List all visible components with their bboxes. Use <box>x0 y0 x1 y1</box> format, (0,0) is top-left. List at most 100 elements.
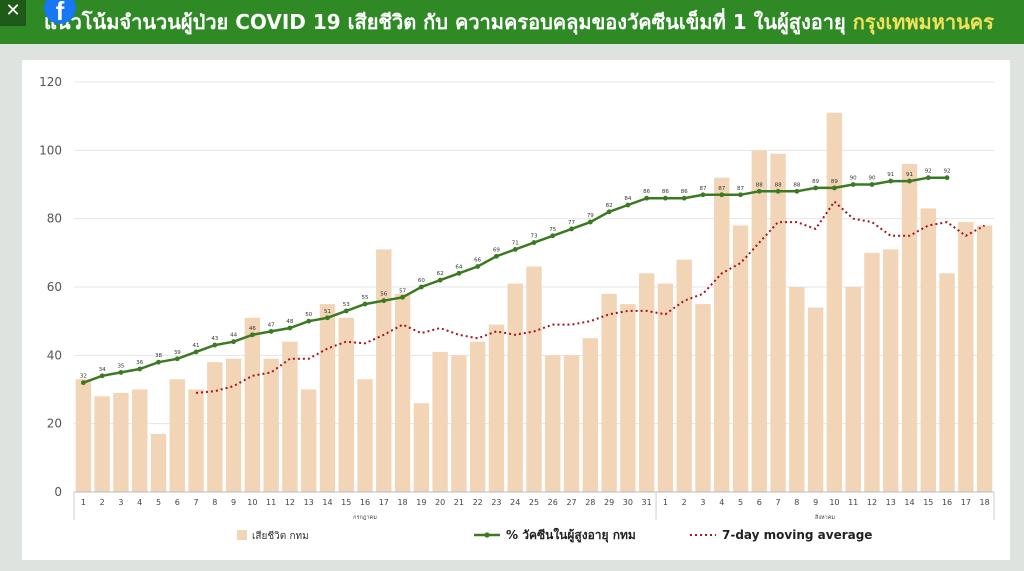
bar <box>319 304 336 492</box>
legend-swatch-deaths <box>237 530 247 540</box>
x-tick-label: 26 <box>548 498 558 507</box>
bar <box>113 392 129 492</box>
bar <box>413 403 430 492</box>
x-tick-label: 12 <box>285 498 295 507</box>
vaccine-point-label: 32 <box>80 374 87 380</box>
moving-average-series <box>195 200 986 394</box>
bar <box>939 273 955 492</box>
bar <box>545 355 561 492</box>
vaccine-point <box>700 192 706 198</box>
bar <box>920 208 936 492</box>
x-tick-label: 11 <box>848 498 858 507</box>
vaccine-point-label: 89 <box>812 179 819 185</box>
x-tick-label: 31 <box>642 498 652 507</box>
x-tick-label: 6 <box>175 498 180 507</box>
bar-series <box>75 112 993 493</box>
vaccine-point-label: 62 <box>437 271 444 277</box>
vaccine-point <box>569 226 574 232</box>
bar <box>169 379 185 492</box>
x-tick-label: 29 <box>604 498 614 507</box>
y-tick-label: 120 <box>39 75 62 89</box>
vaccine-point-label: 88 <box>756 182 763 188</box>
x-tick-label: 27 <box>566 498 576 507</box>
vaccine-point <box>606 209 612 215</box>
vaccine-point <box>850 182 856 187</box>
bar <box>845 287 861 492</box>
bar <box>469 341 486 492</box>
vaccine-point-label: 51 <box>324 309 331 315</box>
x-tick-label: 30 <box>623 498 633 507</box>
vaccine-point-label: 79 <box>587 213 594 219</box>
vaccine-point-label: 35 <box>117 363 124 369</box>
bar <box>94 396 110 492</box>
vaccine-point <box>681 195 687 201</box>
vaccine-point-label: 87 <box>718 186 725 192</box>
bar <box>883 249 899 492</box>
vaccine-point-label: 38 <box>155 353 162 359</box>
vaccine-point-label: 91 <box>906 172 913 178</box>
x-tick-label: 5 <box>738 498 743 507</box>
vaccine-point <box>137 366 143 372</box>
vaccine-point-label: 56 <box>380 292 387 298</box>
vaccine-point-label: 48 <box>286 319 293 325</box>
vaccine-point <box>719 192 725 198</box>
vaccine-point <box>325 315 330 321</box>
x-tick-label: 28 <box>585 498 595 507</box>
bar <box>657 283 674 492</box>
y-tick-label: 0 <box>54 485 62 499</box>
vaccine-point-label: 84 <box>624 196 631 202</box>
bar <box>826 112 843 492</box>
vaccine-point-label: 69 <box>493 247 500 253</box>
close-button[interactable]: ✕ <box>0 0 26 26</box>
x-tick-label: 4 <box>719 498 724 507</box>
vaccine-point <box>794 188 800 194</box>
x-tick-label: 8 <box>794 498 799 507</box>
bar <box>488 324 505 492</box>
vaccine-point <box>550 233 556 239</box>
bar <box>714 177 730 492</box>
vaccine-point <box>381 298 387 304</box>
vaccine-point-label: 46 <box>249 326 256 332</box>
vaccine-point-label: 92 <box>925 169 932 175</box>
vaccine-point-label: 50 <box>305 312 312 318</box>
legend-label-vaccine: % วัคซีนในผู้สูงอายุ กทม <box>506 527 636 543</box>
bar <box>432 351 448 492</box>
vaccine-point <box>306 318 312 324</box>
bar <box>789 287 805 492</box>
vaccine-point-label: 34 <box>99 367 106 373</box>
bar <box>225 358 242 492</box>
bar <box>244 317 261 492</box>
vaccine-point <box>193 349 199 355</box>
bar <box>150 433 167 492</box>
chart-panel: 32 34 35 36 38 39 41 43 44 46 47 48 50 51 53 55 56 57 60 62… <box>22 60 1010 560</box>
bar <box>770 153 786 492</box>
vaccine-point <box>249 332 255 338</box>
vaccine-point <box>156 359 161 365</box>
vaccine-point <box>400 294 405 300</box>
bar <box>132 389 148 492</box>
vaccine-point-label: 86 <box>643 189 650 195</box>
x-tick-label: 3 <box>118 498 123 507</box>
x-tick-label: 12 <box>867 498 877 507</box>
x-tick-label: 1 <box>81 498 86 507</box>
x-tick-label: 7 <box>193 498 198 507</box>
x-tick-label: 10 <box>829 498 839 507</box>
vaccine-point <box>869 182 875 187</box>
x-tick-label: 9 <box>813 498 818 507</box>
vaccine-point <box>456 270 462 276</box>
vaccine-point-label: 86 <box>681 189 688 195</box>
x-tick-label: 22 <box>473 498 483 507</box>
vaccine-point <box>531 240 537 245</box>
bar <box>526 266 542 492</box>
vaccine-point-label: 66 <box>474 258 481 264</box>
bar <box>507 283 523 492</box>
vaccine-point-label: 73 <box>531 234 538 240</box>
vaccine-point-label: 86 <box>662 189 669 195</box>
vaccine-point <box>212 342 218 348</box>
vaccine-point <box>944 175 950 181</box>
vaccine-point-label: 39 <box>174 350 181 356</box>
vaccine-point-label: 91 <box>887 172 894 178</box>
vaccine-point-label: 57 <box>399 288 406 294</box>
x-tick-label: 13 <box>304 498 314 507</box>
bar <box>807 307 824 492</box>
